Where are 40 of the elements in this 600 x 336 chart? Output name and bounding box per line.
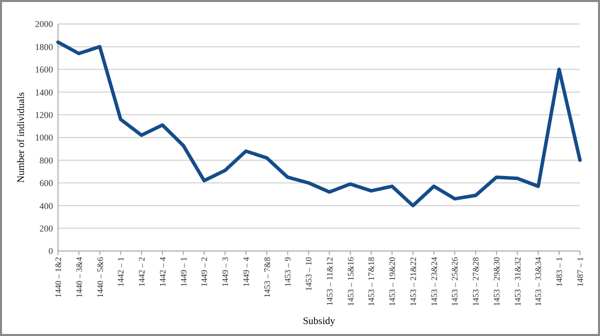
x-tick-label: 1442 – 1 bbox=[116, 257, 126, 287]
y-tick-label: 0 bbox=[48, 246, 54, 256]
x-tick-label: 1453 – 31&32 bbox=[512, 257, 522, 306]
y-axis-title: Number of individuals bbox=[16, 92, 27, 183]
x-tick-label: 1453 – 29&30 bbox=[491, 257, 502, 306]
x-tick-label: 1453 – 17&18 bbox=[366, 257, 376, 306]
x-tick-label: 1453 – 7&8 bbox=[262, 257, 272, 298]
x-tick-label: 1453 – 27&28 bbox=[470, 257, 481, 306]
x-tick-label: 1449 – 3 bbox=[220, 257, 230, 287]
x-tick-label: 1440 – 3&4 bbox=[74, 256, 84, 298]
x-tick-label: 1449 – 1 bbox=[178, 257, 188, 287]
y-tick-label: 1200 bbox=[35, 110, 54, 120]
y-tick-label: 200 bbox=[40, 223, 54, 234]
x-tick-label: 1453 – 11&12 bbox=[324, 257, 334, 306]
x-tick-label: 1453 – 10 bbox=[304, 257, 314, 291]
x-tick-label: 1453 – 33&34 bbox=[533, 256, 544, 306]
x-tick-label: 1487 – 1 bbox=[575, 257, 585, 287]
x-tick-label: 1453 – 19&20 bbox=[387, 257, 398, 306]
y-tick-label: 1400 bbox=[35, 87, 54, 98]
x-tick-label: 1449 – 2 bbox=[199, 257, 210, 287]
x-tick-label: 1449 – 4 bbox=[240, 256, 251, 287]
line-series bbox=[56, 40, 582, 208]
x-tick-label: 1442 – 4 bbox=[157, 256, 168, 287]
y-tick-label: 1600 bbox=[35, 64, 54, 75]
y-tick-label: 1800 bbox=[35, 42, 54, 52]
x-tick-label: 1453 – 15&16 bbox=[345, 257, 356, 306]
y-tick-label: 400 bbox=[40, 200, 54, 211]
x-tick-label: 1453 – 25&26 bbox=[450, 257, 460, 306]
x-tick-label: 1453 – 21&22 bbox=[408, 257, 418, 306]
y-tick-label: 600 bbox=[40, 178, 54, 188]
y-tick-label: 800 bbox=[40, 155, 54, 166]
y-tick-label: 2000 bbox=[35, 19, 54, 30]
x-tick-label: 1440 – 5&6 bbox=[94, 257, 105, 298]
y-tick-label: 1000 bbox=[35, 132, 54, 143]
x-tick-label: 1453 – 9 bbox=[282, 257, 293, 287]
x-axis-title: Subsidy bbox=[302, 316, 336, 327]
x-tick-label: 1442 – 2 bbox=[136, 257, 147, 287]
x-tick-label: 1453 – 23&24 bbox=[428, 256, 439, 306]
x-tick-label: 1440 – 1&2 bbox=[53, 257, 63, 298]
x-tick-label: 1483 – 1 bbox=[554, 257, 564, 287]
